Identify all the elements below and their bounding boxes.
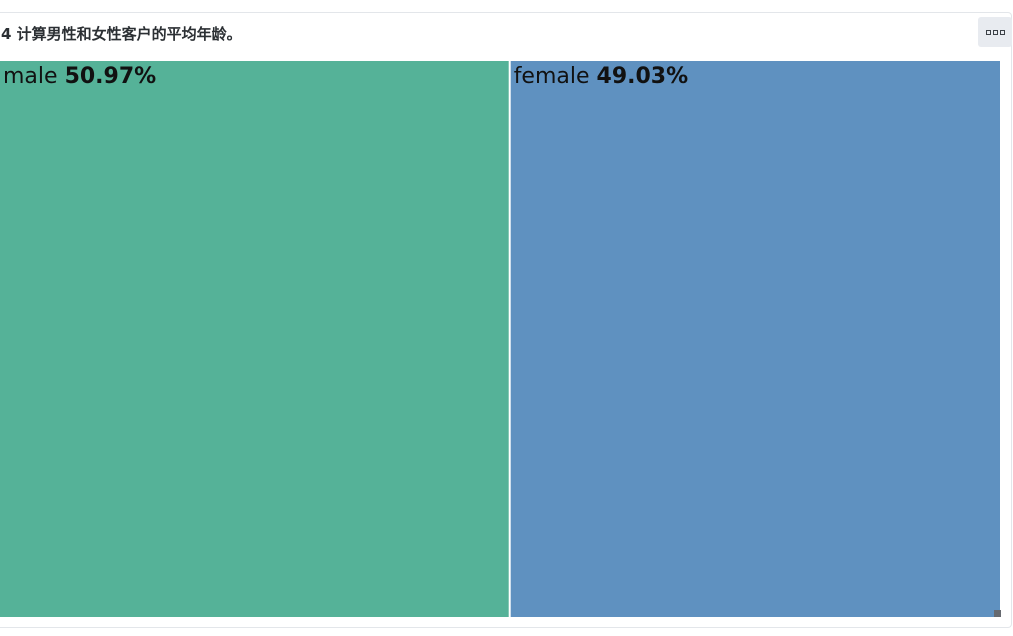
- treemap-label-name: female: [514, 64, 597, 89]
- resize-handle[interactable]: [994, 610, 1001, 617]
- treemap-label-name: male: [3, 64, 65, 89]
- more-options-button[interactable]: [978, 17, 1012, 47]
- treemap-cell-female[interactable]: [510, 61, 1000, 617]
- treemap-label-male: male 50.97%: [3, 64, 156, 89]
- treemap-cell-male[interactable]: [0, 61, 509, 617]
- treemap-chart: male 50.97% female 49.03%: [0, 61, 1000, 617]
- more-options-icon: [992, 29, 998, 35]
- more-options-icon: [985, 29, 991, 35]
- treemap-label-female: female 49.03%: [514, 64, 688, 89]
- chart-card-title: 4 计算男性和女性客户的平均年龄。: [1, 25, 242, 43]
- treemap-label-value: 49.03%: [597, 64, 689, 89]
- treemap-label-value: 50.97%: [65, 64, 157, 89]
- more-options-icon: [999, 29, 1005, 35]
- chart-card: 4 计算男性和女性客户的平均年龄。 male 50.97% female 49.0…: [0, 12, 1012, 628]
